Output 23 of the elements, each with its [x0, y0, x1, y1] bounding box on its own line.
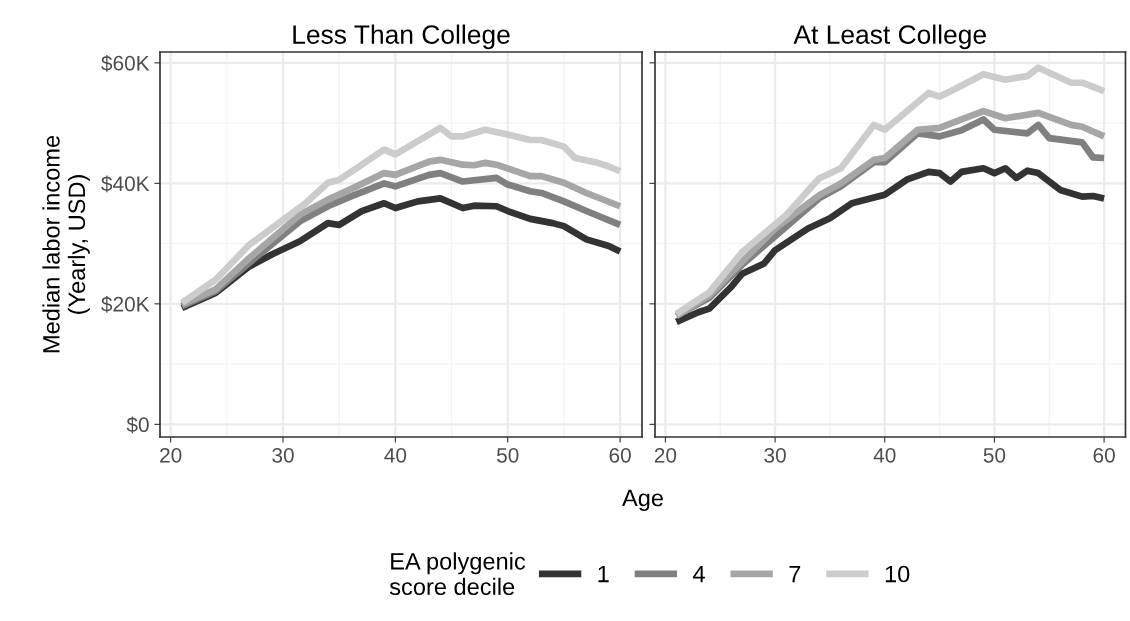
x-tick-label: 30 [764, 447, 786, 463]
y-axis-title: Median labor income (Yearly, USD) [42, 135, 90, 353]
y-tick-label: $40K [101, 175, 150, 193]
x-tick-label: 40 [873, 447, 896, 463]
x-axis-title: Age [622, 489, 663, 511]
chart-title: At Least College [793, 24, 986, 50]
x-tick-label: 20 [654, 447, 677, 463]
x-tick-label: 60 [609, 447, 631, 463]
legend-label: 4 [693, 565, 705, 583]
legend-label: 10 [885, 565, 910, 583]
legend-label: 7 [789, 565, 801, 583]
y-tick-label: $60K [101, 54, 150, 72]
legend-label: 1 [598, 565, 609, 583]
legend-title: EA polygenic score decile [389, 552, 526, 596]
y-tick-label: $20K [101, 295, 150, 313]
chart-title: Less Than College [293, 24, 510, 50]
y-tick-label: $0 [126, 416, 149, 434]
x-tick-label: 60 [1093, 447, 1115, 463]
x-tick-label: 50 [496, 447, 519, 463]
x-tick-label: 30 [272, 447, 294, 463]
x-tick-label: 20 [160, 447, 182, 463]
x-tick-label: 40 [384, 447, 407, 463]
x-tick-label: 50 [983, 447, 1006, 463]
